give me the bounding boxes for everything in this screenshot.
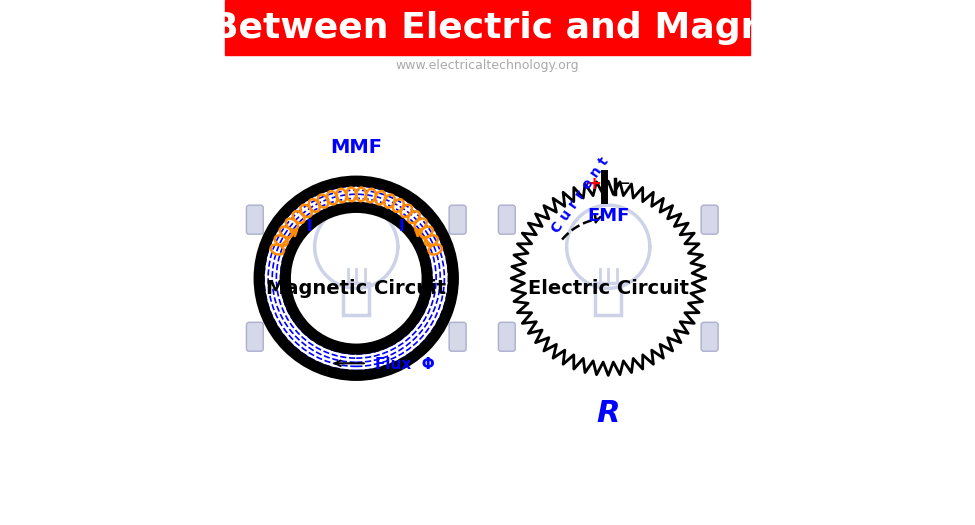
FancyBboxPatch shape [247, 322, 263, 351]
FancyBboxPatch shape [449, 205, 466, 234]
FancyBboxPatch shape [498, 205, 515, 234]
FancyBboxPatch shape [449, 205, 466, 234]
Text: R: R [597, 399, 620, 428]
FancyBboxPatch shape [498, 205, 515, 234]
Text: EMF: EMF [587, 207, 630, 225]
Text: C u r r e n t: C u r r e n t [549, 154, 612, 235]
FancyBboxPatch shape [701, 322, 718, 351]
FancyBboxPatch shape [498, 322, 515, 351]
Text: Difference Between Electric and Magnetic Circuit: Difference Between Electric and Magnetic… [0, 11, 975, 45]
FancyBboxPatch shape [701, 205, 718, 234]
Text: I: I [399, 219, 404, 234]
FancyBboxPatch shape [247, 205, 263, 234]
FancyBboxPatch shape [701, 205, 718, 234]
Text: MMF: MMF [331, 139, 382, 157]
Bar [225, 0, 750, 55]
Text: −: − [615, 174, 631, 193]
FancyBboxPatch shape [498, 322, 515, 351]
Text: Electric Circuit: Electric Circuit [527, 279, 688, 298]
Text: www.electricaltechnology.org: www.electricaltechnology.org [396, 59, 579, 72]
FancyBboxPatch shape [701, 322, 718, 351]
FancyBboxPatch shape [449, 322, 466, 351]
Text: I: I [306, 219, 312, 234]
Text: Flux  Φ: Flux Φ [374, 357, 435, 372]
Text: +: + [586, 175, 601, 193]
FancyBboxPatch shape [247, 322, 263, 351]
FancyBboxPatch shape [449, 322, 466, 351]
FancyBboxPatch shape [247, 205, 263, 234]
Text: Magnetic Circuit: Magnetic Circuit [266, 279, 447, 298]
